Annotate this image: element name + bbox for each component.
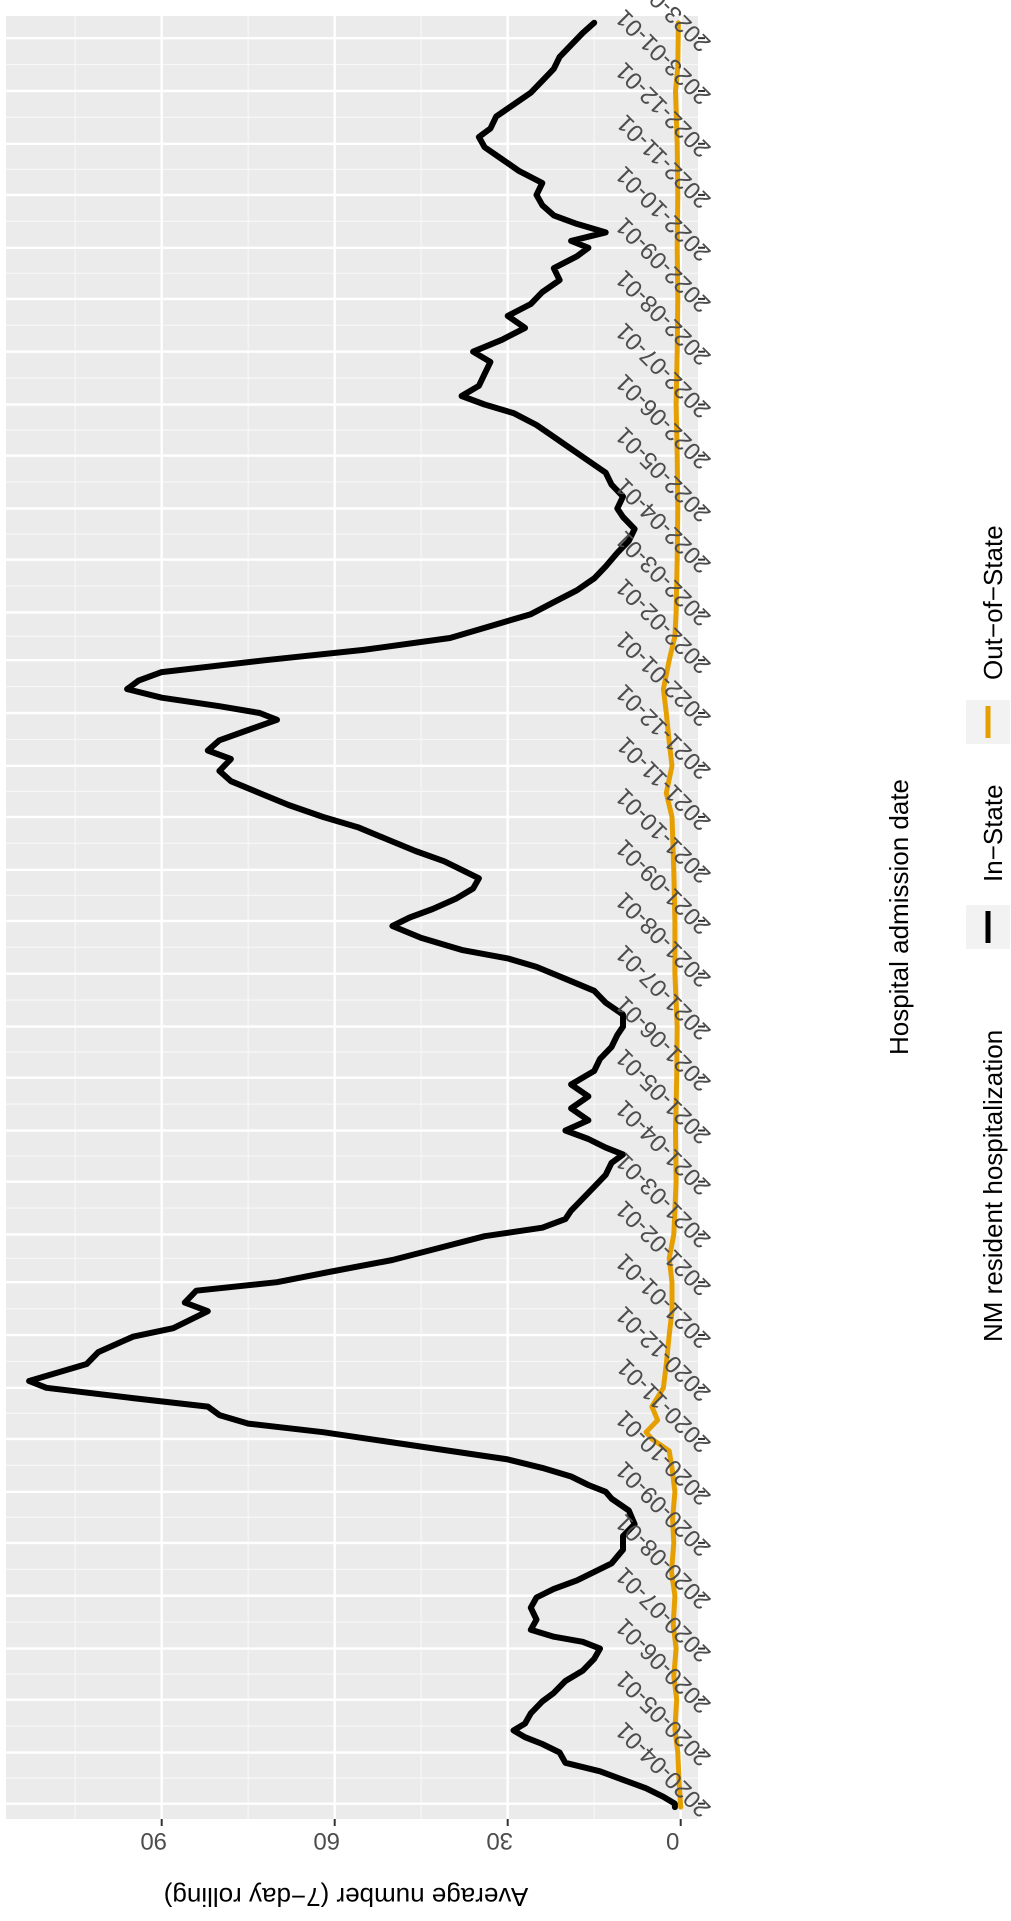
major-gridlines	[6, 16, 698, 1819]
y-tick-label: 90	[140, 1827, 167, 1854]
axis-layer: 2020-04-012020-05-012020-06-012020-07-01…	[140, 0, 716, 1854]
titles-layer: Hospital admission date Average number (…	[164, 779, 914, 1912]
series-line-in-state	[26, 19, 678, 1811]
y-tick-label: 60	[313, 1827, 340, 1854]
legend-label-in-state: In−State	[978, 784, 1008, 882]
legend-label-out-of-state: Out−of−State	[978, 525, 1008, 680]
plot-panel	[6, 16, 698, 1819]
y-axis-title: Average number (7−day rolling)	[164, 1882, 528, 1912]
series-line-out-of-state	[643, 20, 684, 1810]
y-tick-label: 0	[666, 1827, 679, 1854]
legend-title: NM resident hospitalization	[978, 1030, 1008, 1342]
x-axis-title: Hospital admission date	[884, 779, 914, 1055]
y-tick-label: 30	[486, 1827, 513, 1854]
series-layer	[26, 19, 684, 1811]
minor-gridlines	[6, 16, 698, 1819]
legend: NM resident hospitalization In−State Out…	[966, 525, 1010, 1342]
